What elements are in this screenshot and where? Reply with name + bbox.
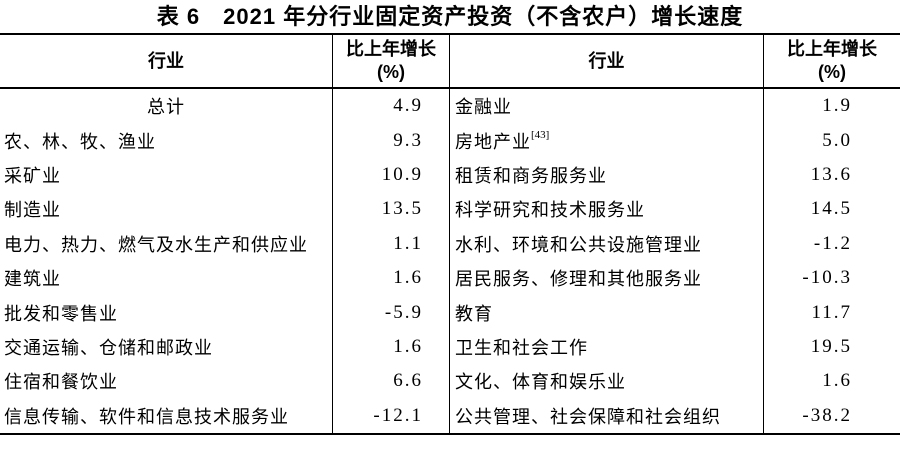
- growth-value-cell: -5.9: [332, 295, 450, 330]
- industry-cell: 居民服务、修理和其他服务业: [455, 269, 702, 290]
- growth-value-cell: 1.9: [763, 89, 900, 124]
- industry-cell: 金融业: [455, 97, 512, 118]
- table-title: 表 6 2021 年分行业固定资产投资（不含农户）增长速度: [156, 4, 744, 29]
- industry-cell: 采矿业: [4, 165, 61, 186]
- growth-value-cell: 14.5: [763, 192, 900, 227]
- table-header-row: 行业 比上年增长 (%) 行业 比上年增长 (%): [0, 35, 900, 89]
- growth-value-cell: -12.1: [332, 398, 450, 433]
- growth-value-cell: 11.7: [763, 295, 900, 330]
- industry-col-header-left: 行业: [148, 50, 184, 71]
- growth-value-cell: -38.2: [763, 398, 900, 433]
- growth-value-cell: 10.9: [332, 157, 450, 193]
- growth-col-header-right: 比上年增长 (%): [763, 35, 900, 87]
- growth-header-text: 比上年增长 (%): [787, 39, 877, 82]
- table-row: 交通运输、仓储和邮政业 1.6 卫生和社会工作 19.5: [0, 329, 900, 365]
- table-row: 农、林、牧、渔业 9.3 房地产业 [43] 5.0: [0, 123, 900, 158]
- table-row: 住宿和餐饮业 6.6 文化、体育和娱乐业 1.6: [0, 364, 900, 399]
- table-row: 总计 4.9 金融业 1.9: [0, 89, 900, 124]
- industry-cell: 制造业: [4, 200, 61, 221]
- growth-value-cell: 5.0: [763, 123, 900, 158]
- growth-value-cell: 19.5: [763, 329, 900, 365]
- growth-value-cell: 1.6: [332, 329, 450, 365]
- industry-cell: 总计: [147, 97, 185, 118]
- growth-value-cell: 6.6: [332, 364, 450, 399]
- footnote-ref: [43]: [531, 129, 550, 142]
- growth-col-header-left: 比上年增长 (%): [332, 35, 450, 87]
- industry-cell: 信息传输、软件和信息技术服务业: [4, 406, 289, 427]
- table-row: 制造业 13.5 科学研究和技术服务业 14.5: [0, 192, 900, 227]
- growth-value-cell: -10.3: [763, 260, 900, 296]
- industry-cell: 卫生和社会工作: [455, 337, 588, 358]
- fixed-asset-investment-table: 行业 比上年增长 (%) 行业 比上年增长 (%) 总计 4.9 金融业 1.9: [0, 33, 900, 435]
- industry-cell: 租赁和商务服务业: [455, 165, 607, 186]
- growth-header-text: 比上年增长 (%): [346, 39, 436, 82]
- table-row: 建筑业 1.6 居民服务、修理和其他服务业 -10.3: [0, 260, 900, 296]
- growth-value-cell: 13.6: [763, 157, 900, 193]
- industry-cell: 住宿和餐饮业: [4, 372, 118, 393]
- industry-cell: 科学研究和技术服务业: [455, 200, 645, 221]
- industry-cell: 教育: [455, 303, 493, 324]
- growth-value-cell: 1.1: [332, 226, 450, 261]
- growth-value-cell: 9.3: [332, 123, 450, 158]
- industry-cell: 水利、环境和公共设施管理业: [455, 234, 702, 255]
- industry-cell: 交通运输、仓储和邮政业: [4, 337, 213, 358]
- industry-cell: 公共管理、社会保障和社会组织: [455, 406, 721, 427]
- industry-col-header-right: 行业: [588, 50, 625, 71]
- growth-value-cell: -1.2: [763, 226, 900, 261]
- industry-cell: 电力、热力、燃气及水生产和供应业: [4, 234, 308, 255]
- table-row: 批发和零售业 -5.9 教育 11.7: [0, 295, 900, 330]
- growth-value-cell: 1.6: [763, 364, 900, 399]
- growth-value-cell: 1.6: [332, 260, 450, 296]
- industry-cell: 建筑业: [4, 269, 61, 290]
- table-row: 采矿业 10.9 租赁和商务服务业 13.6: [0, 157, 900, 193]
- growth-value-cell: 4.9: [332, 89, 450, 124]
- industry-cell: 批发和零售业: [4, 303, 118, 324]
- growth-value-cell: 13.5: [332, 192, 450, 227]
- table-row: 信息传输、软件和信息技术服务业 -12.1 公共管理、社会保障和社会组织 -38…: [0, 398, 900, 433]
- industry-cell: 农、林、牧、渔业: [4, 131, 156, 152]
- industry-cell: 房地产业 [43]: [455, 129, 550, 152]
- table-row: 电力、热力、燃气及水生产和供应业 1.1 水利、环境和公共设施管理业 -1.2: [0, 226, 900, 261]
- industry-cell: 文化、体育和娱乐业: [455, 372, 626, 393]
